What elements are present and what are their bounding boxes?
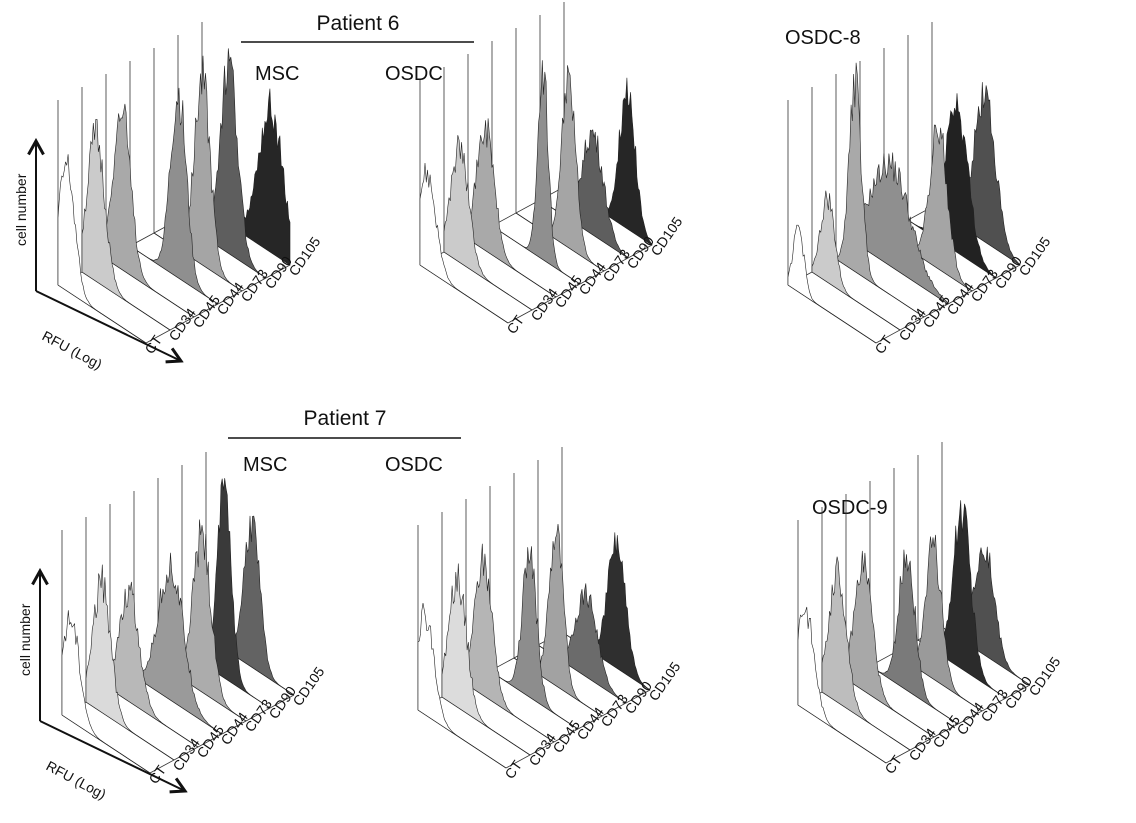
marker-label-ct: CT <box>503 312 527 337</box>
y-axis-label: cell number <box>17 603 33 676</box>
y-axis-label: cell number <box>13 173 29 246</box>
histogram-cd44 <box>489 546 579 730</box>
panel-label: OSDC-8 <box>785 27 861 49</box>
marker-label-cd105: CD105 <box>645 659 683 704</box>
histogram-cd44 <box>133 552 223 735</box>
x-axis-label: RFU (Log) <box>40 328 105 373</box>
histogram-cd34 <box>811 190 901 331</box>
marker-label-cd105: CD105 <box>285 234 323 279</box>
histogram-cd45 <box>465 543 555 743</box>
marker-label-cd105: CD105 <box>1025 654 1063 699</box>
marker-label-cd105: CD105 <box>289 664 327 709</box>
panel-label: MSC <box>255 63 299 85</box>
panel-label: OSDC <box>385 454 443 476</box>
x-axis-arrow <box>35 290 181 361</box>
histogram-cd34 <box>443 135 533 311</box>
histogram-cd44 <box>491 60 581 285</box>
histogram-ct <box>787 224 877 344</box>
histogram-cd90 <box>539 129 629 259</box>
histogram-cd45 <box>467 118 557 298</box>
histogram-cd34 <box>441 563 531 756</box>
marker-label-cd105: CD105 <box>647 214 685 259</box>
histogram-cd45 <box>835 62 925 318</box>
histogram-cd73 <box>515 65 605 272</box>
panel-label: OSDC-9 <box>812 497 888 519</box>
group-title-patient-7: Patient 7 <box>304 407 387 430</box>
histogram-ct <box>797 606 887 764</box>
panel-label: OSDC <box>385 63 443 85</box>
histogram-ct <box>419 162 509 324</box>
histogram-ct <box>417 603 507 769</box>
histogram-cd34 <box>85 564 175 761</box>
histogram-cd45 <box>109 581 199 748</box>
x-axis-label: RFU (Log) <box>44 758 109 803</box>
histogram-cd45 <box>105 103 195 318</box>
histogram-ct <box>61 610 151 774</box>
histogram-cd45 <box>845 550 935 738</box>
marker-label-ct: CT <box>871 332 895 357</box>
marker-label-cd105: CD105 <box>1015 234 1053 279</box>
histogram-cd34 <box>821 556 911 751</box>
histogram-cd44 <box>129 87 219 305</box>
marker-label-ct: CT <box>501 757 525 782</box>
x-axis-arrow <box>39 720 185 791</box>
histogram-cd34 <box>81 118 171 331</box>
marker-label-ct: CT <box>881 752 905 777</box>
histogram-ct <box>57 154 147 344</box>
histogram-cd44 <box>869 549 959 725</box>
histogram-cd44 <box>859 152 949 305</box>
panel-label: MSC <box>243 454 287 476</box>
group-title-patient-6: Patient 6 <box>317 12 400 35</box>
